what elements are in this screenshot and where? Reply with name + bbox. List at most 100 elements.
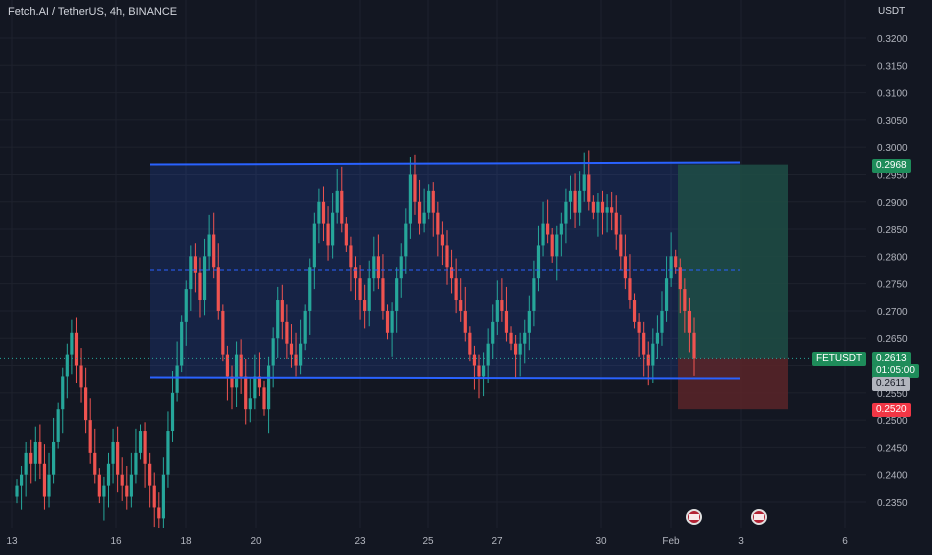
candle-body [143, 431, 147, 464]
candle-body [33, 441, 37, 464]
candle-body [244, 376, 248, 410]
candle-body [152, 485, 156, 508]
x-tick-label: 16 [110, 536, 122, 547]
candle-body [262, 387, 266, 410]
candle-body [523, 332, 527, 344]
candle-body [51, 441, 56, 475]
candle-body [646, 354, 650, 366]
x-tick-label: 23 [354, 536, 366, 547]
candle-body [495, 300, 499, 322]
candle-body [632, 300, 637, 322]
x-tick-label: 25 [422, 536, 434, 547]
candle-body [234, 354, 239, 388]
candle-body [440, 234, 445, 246]
price-axis-panel [866, 0, 932, 550]
candle-body [61, 376, 65, 410]
candle-body [541, 223, 545, 246]
candle-body [38, 441, 42, 464]
candle-body [312, 223, 316, 268]
candle-body [564, 201, 568, 224]
chart-title: Fetch.AI / TetherUS, 4h, BINANCE [8, 6, 178, 18]
candle-body [125, 485, 129, 497]
candle-body [166, 431, 170, 475]
candle-body [248, 398, 252, 410]
candle-body [468, 332, 472, 355]
candle-body [29, 452, 33, 464]
last-price-tag: 0.2613 [872, 352, 911, 366]
channel-lower-line [149, 376, 741, 380]
candle-body [664, 278, 669, 311]
y-tick-label: 0.2750 [877, 280, 908, 291]
candle-body [481, 365, 486, 377]
candle-body [463, 310, 467, 333]
candle-body [472, 354, 477, 366]
candle-body [111, 441, 115, 464]
candle-body [399, 256, 403, 279]
candle-body [568, 190, 573, 202]
candle-body [692, 332, 696, 359]
candle-body [257, 376, 262, 388]
us-flag-event-icon[interactable] [751, 509, 767, 525]
x-tick-label: Feb [662, 536, 680, 547]
candle-body [225, 354, 230, 377]
candle-body [212, 234, 216, 268]
gray-price-tag: 0.2611 [872, 377, 910, 391]
candle-body [129, 474, 133, 497]
candle-body [24, 452, 28, 475]
candle-body [184, 289, 188, 322]
x-tick-label: 6 [842, 536, 848, 547]
candle-body [180, 321, 184, 366]
candle-body [93, 452, 97, 475]
candle-body [349, 245, 353, 268]
candle-body [582, 174, 586, 191]
candle-body [605, 207, 609, 213]
candle-body [610, 207, 614, 213]
candle-body [79, 365, 83, 388]
candle-body [19, 474, 24, 486]
candle-body [532, 278, 536, 311]
y-tick-label: 0.2800 [877, 252, 908, 263]
candle-body [353, 267, 358, 279]
us-flag-event-icon[interactable] [686, 509, 702, 525]
candle-body [427, 190, 431, 213]
candle-body [413, 174, 417, 202]
candle-body [148, 463, 152, 486]
candle-body [138, 431, 143, 453]
candle-body [669, 256, 673, 279]
candle-body [271, 338, 275, 366]
candle-body [596, 201, 600, 213]
candle-body [500, 300, 504, 311]
y-tick-label: 0.2400 [877, 471, 908, 482]
target-zone [678, 164, 788, 359]
target-price-tag: 0.2968 [872, 159, 911, 173]
candle-body [216, 267, 220, 311]
candle-body [436, 212, 440, 235]
x-tick-label: 13 [6, 536, 18, 547]
candle-body [294, 354, 298, 366]
y-tick-label: 0.2550 [877, 389, 908, 400]
stop-price-tag: 0.2520 [872, 403, 911, 417]
candle-body [299, 343, 303, 366]
candle-body [15, 485, 19, 497]
candle-body [404, 223, 408, 257]
candle-body [198, 272, 202, 301]
candle-body [674, 256, 678, 268]
x-tick-label: 3 [738, 536, 744, 547]
candle-body [591, 201, 595, 213]
candle-body [202, 256, 207, 301]
candle-body [449, 267, 454, 279]
candle-body [363, 300, 367, 311]
candle-body [390, 310, 394, 333]
candle-body [372, 256, 376, 279]
candle-body [687, 310, 692, 333]
candle-body [280, 300, 284, 322]
candle-body [527, 310, 531, 333]
candle-body [303, 310, 307, 344]
candle-body [408, 174, 412, 224]
candle-body [431, 190, 435, 213]
y-tick-label: 0.2450 [877, 443, 908, 454]
candle-body [308, 267, 312, 311]
candle-body [161, 474, 165, 519]
